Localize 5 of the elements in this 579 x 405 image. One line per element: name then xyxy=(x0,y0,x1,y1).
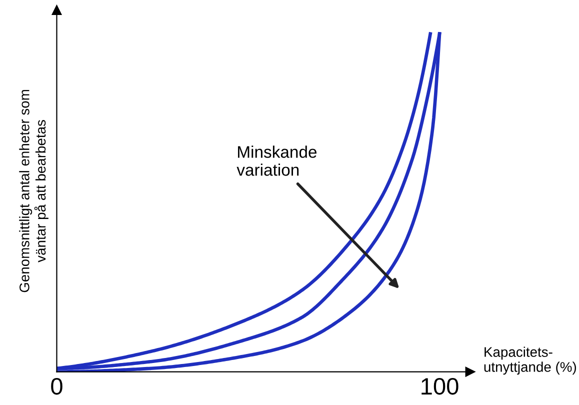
x-tick-label: 100 xyxy=(422,378,458,395)
annotation: Minskande variation xyxy=(236,146,317,176)
x-axis-title: Kapacitets- utnyttjande (%) xyxy=(484,346,576,375)
x-tick-label: 0 xyxy=(51,378,62,395)
y-axis-title: Genomsnittligt antal enheter som väntar på att bearbetas xyxy=(19,90,48,292)
